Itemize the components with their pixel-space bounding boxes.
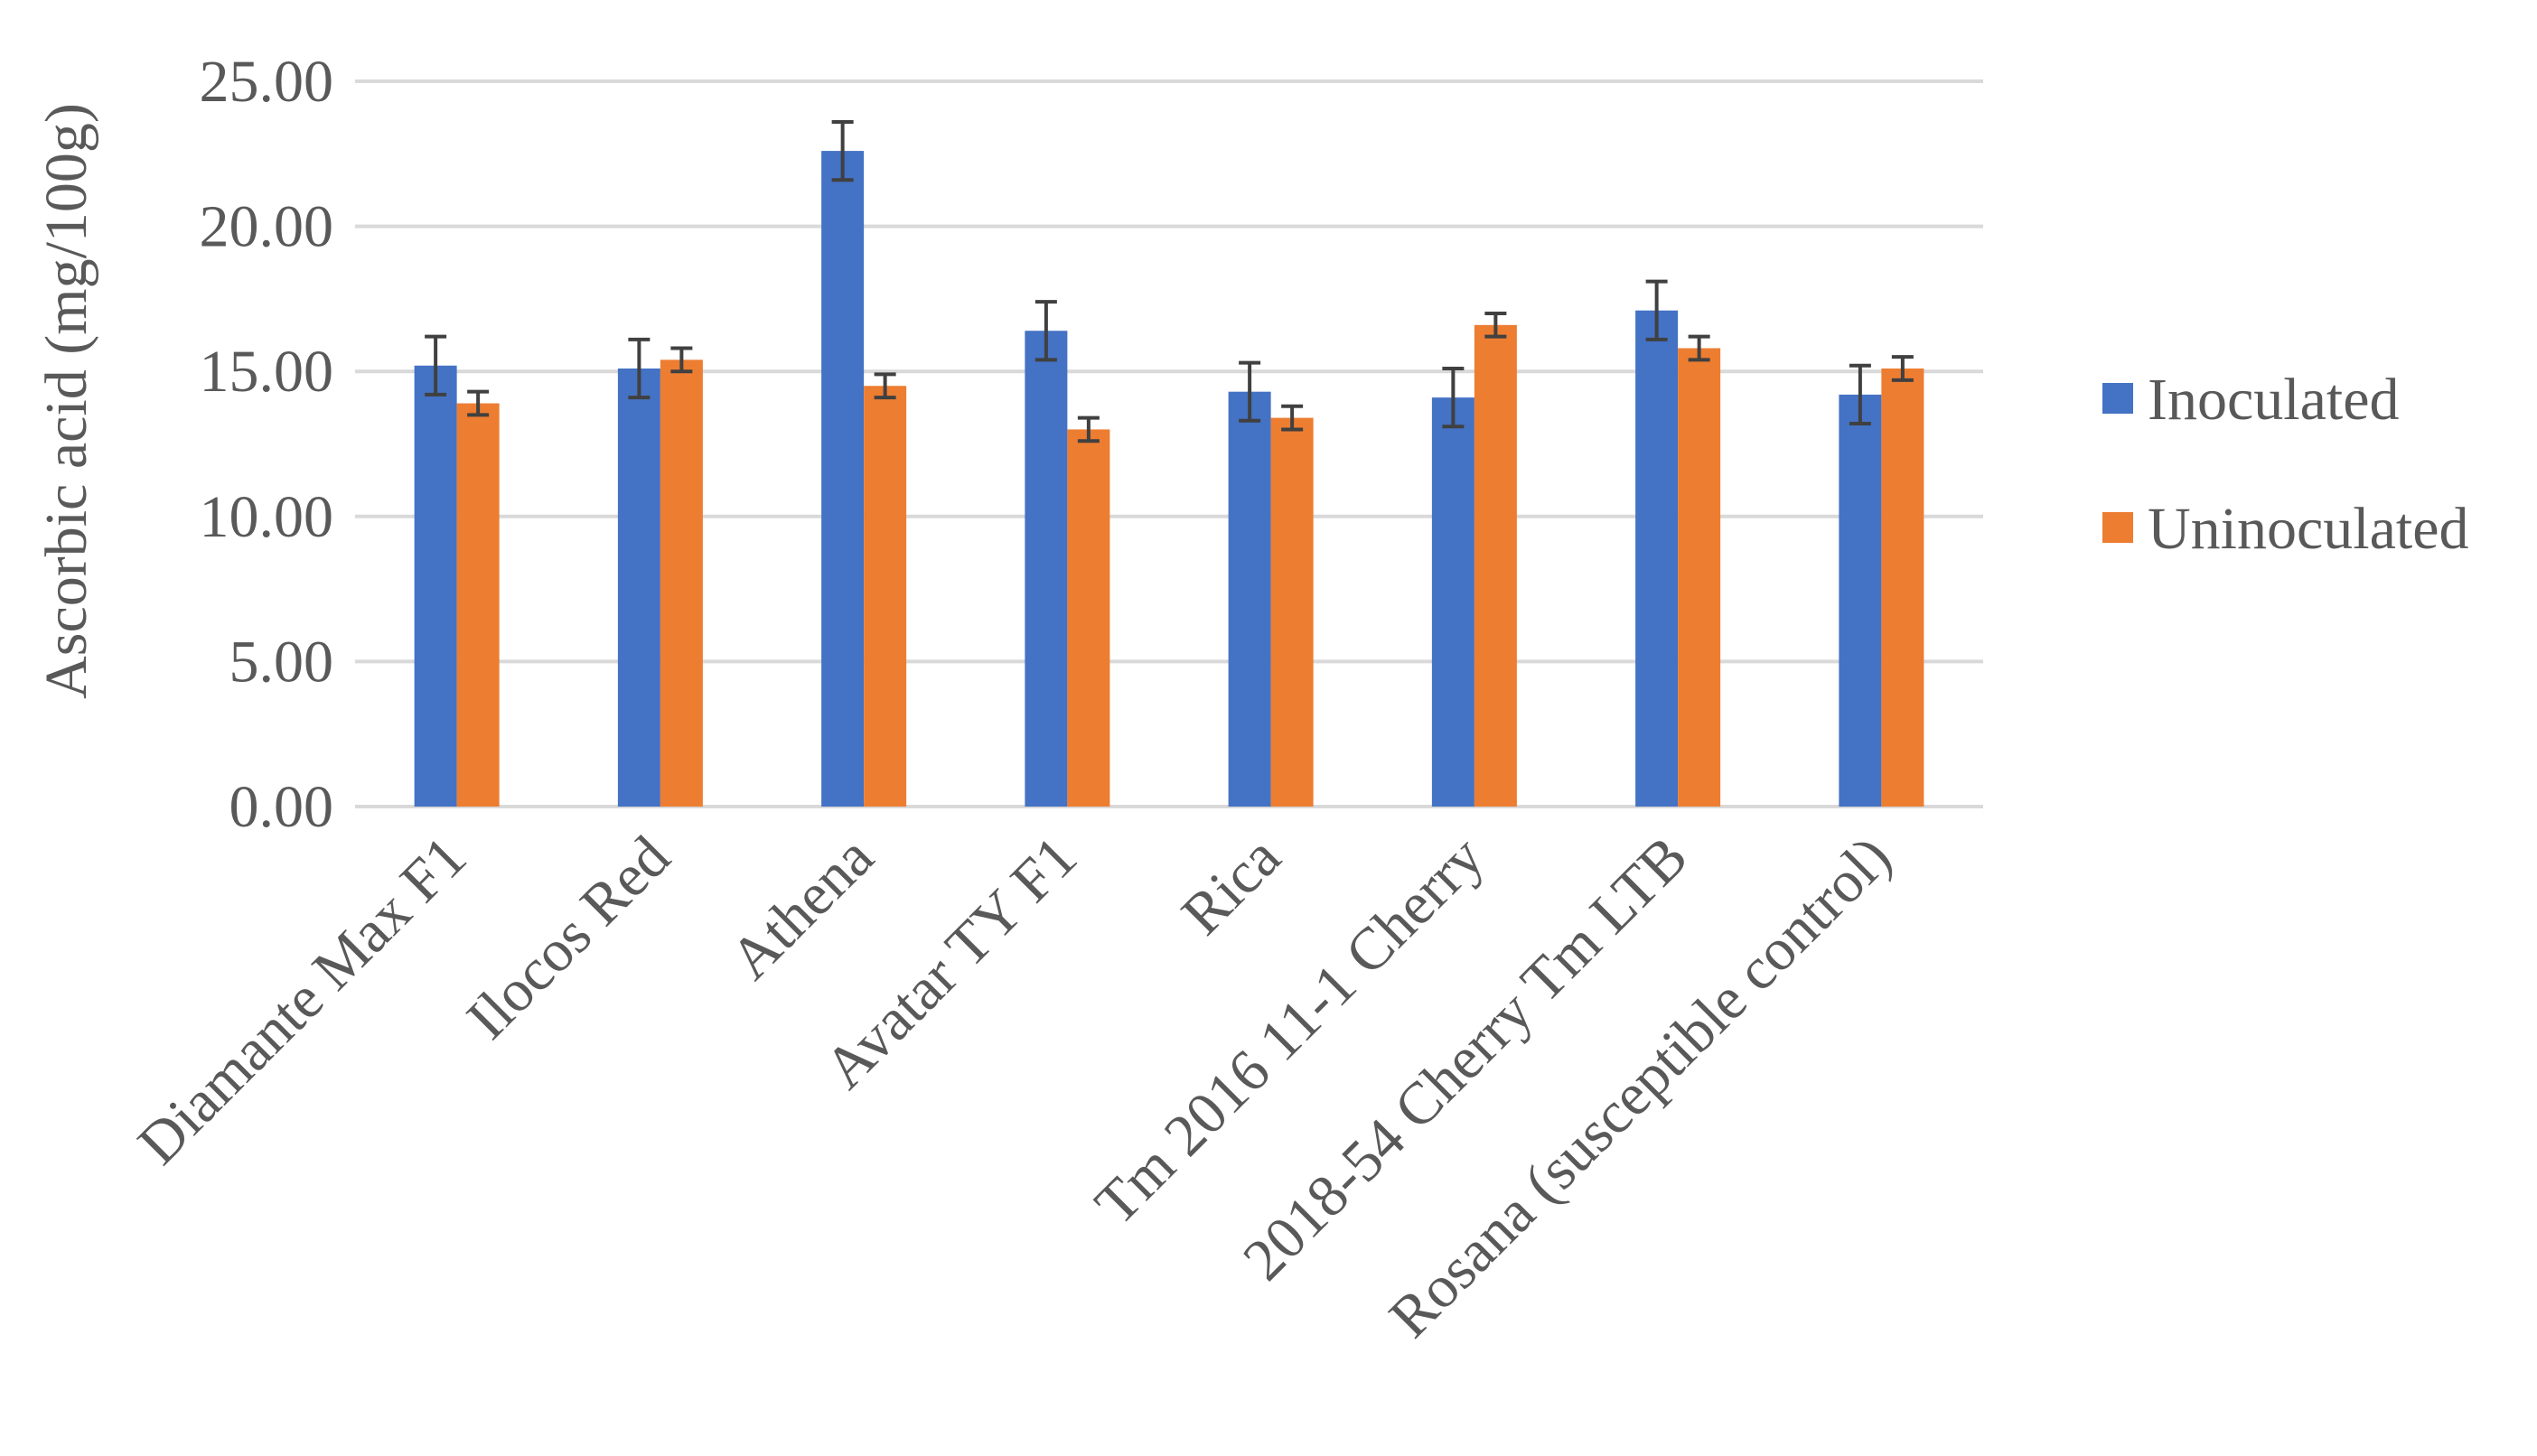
y-axis-title: Ascorbic acid (mg/100g) — [33, 103, 99, 699]
bar-uninoculated — [864, 386, 907, 807]
y-tick-label: 0.00 — [229, 774, 334, 840]
bar-uninoculated — [1474, 324, 1517, 807]
bars — [414, 151, 1924, 807]
bar-uninoculated — [456, 403, 500, 807]
bar-uninoculated — [1881, 368, 1924, 807]
x-category-label: Tm 2016 11-1 Cherry — [1082, 824, 1496, 1237]
legend-label-inoculated: Inoculated — [2148, 367, 2400, 433]
bar-inoculated — [1228, 391, 1271, 807]
legend: Inoculated Uninoculated — [2102, 367, 2469, 562]
bar-inoculated — [617, 368, 660, 807]
bar-inoculated — [1431, 397, 1474, 807]
bar-inoculated — [821, 151, 865, 807]
x-category-label: Diamante Max F1 — [126, 824, 479, 1177]
legend-label-uninoculated: Uninoculated — [2148, 496, 2469, 562]
bar-inoculated — [414, 365, 457, 807]
bar-inoculated — [1025, 331, 1068, 807]
y-tick-label: 5.00 — [229, 629, 334, 695]
gridlines — [355, 79, 1983, 808]
bar-uninoculated — [1270, 417, 1314, 807]
legend-swatch-inoculated — [2102, 383, 2133, 414]
x-category-label: Rica — [1169, 824, 1293, 947]
y-tick-label: 20.00 — [200, 194, 334, 260]
y-axis-title-group: Ascorbic acid (mg/100g) — [33, 103, 99, 699]
error-bars — [425, 119, 1914, 443]
bar-uninoculated — [1067, 429, 1110, 807]
x-category-label: Athena — [717, 824, 885, 992]
y-tick-label: 25.00 — [200, 49, 334, 115]
y-tick-label: 10.00 — [200, 484, 334, 550]
x-category-label: Ilocos Red — [454, 824, 683, 1052]
bar-uninoculated — [660, 359, 703, 807]
y-axis-ticks: 0.00 5.00 10.00 15.00 20.00 25.00 — [200, 49, 334, 840]
legend-swatch-uninoculated — [2102, 512, 2133, 543]
y-tick-label: 15.00 — [200, 339, 334, 405]
bar-inoculated — [1635, 310, 1679, 807]
bar-uninoculated — [1678, 348, 1721, 807]
bar-inoculated — [1839, 394, 1882, 807]
